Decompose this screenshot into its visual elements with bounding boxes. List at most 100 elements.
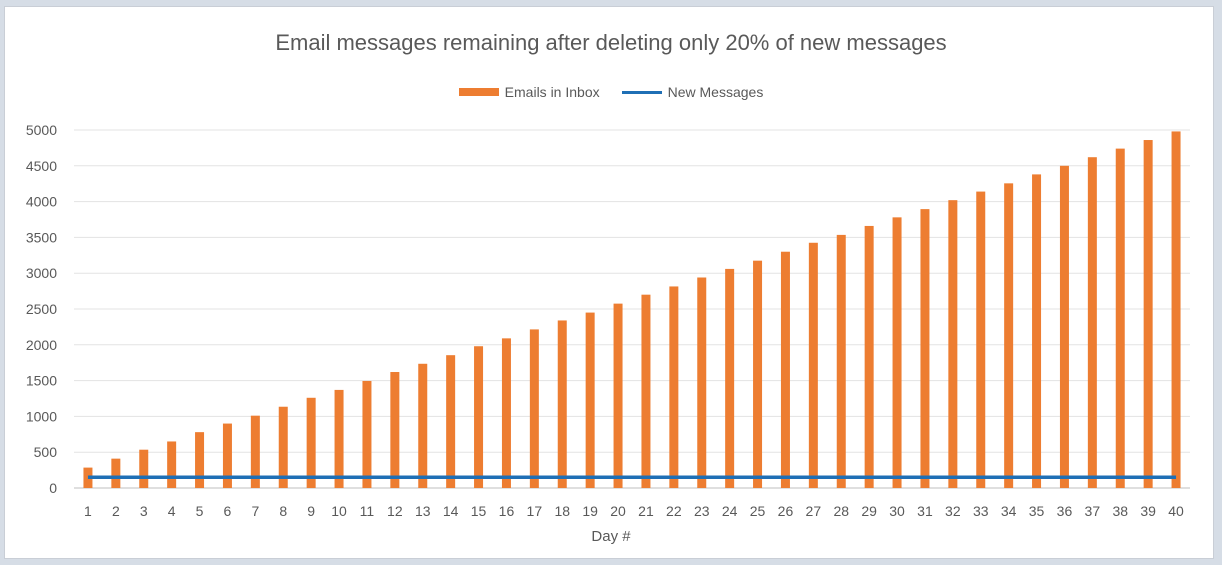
- bar-emails-in-inbox: [195, 432, 205, 488]
- legend-swatch-new-messages: [621, 90, 662, 94]
- x-tick-label: 13: [415, 503, 431, 519]
- x-tick-label: 29: [861, 503, 877, 519]
- bar-emails-in-inbox: [1171, 131, 1181, 488]
- x-tick-label: 20: [610, 503, 626, 519]
- chart-legend: Emails in Inbox New Messages: [0, 82, 1222, 102]
- bar-emails-in-inbox: [808, 242, 818, 488]
- bar-emails-in-inbox: [780, 251, 790, 488]
- x-axis-label: Day #: [591, 528, 631, 545]
- x-tick-label: 15: [471, 503, 487, 519]
- y-tick-label: 1500: [26, 373, 57, 389]
- bar-emails-in-inbox: [139, 449, 149, 488]
- x-tick-label: 4: [168, 503, 176, 519]
- bar-emails-in-inbox: [250, 415, 260, 488]
- x-tick-label: 21: [638, 503, 654, 519]
- x-tick-label: 2: [112, 503, 120, 519]
- bar-emails-in-inbox: [585, 312, 595, 488]
- x-tick-label: 31: [917, 503, 933, 519]
- bar-emails-in-inbox: [864, 225, 874, 488]
- x-tick-label: 37: [1085, 503, 1101, 519]
- bar-emails-in-inbox: [697, 277, 707, 488]
- bar-emails-in-inbox: [362, 380, 372, 488]
- x-tick-label: 12: [387, 503, 403, 519]
- x-tick-label: 16: [499, 503, 515, 519]
- bar-emails-in-inbox: [278, 406, 288, 488]
- x-tick-label: 35: [1029, 503, 1045, 519]
- bar-emails-in-inbox: [446, 355, 456, 488]
- x-tick-label: 22: [666, 503, 682, 519]
- bar-emails-in-inbox: [1087, 157, 1097, 488]
- bar-emails-in-inbox: [222, 423, 232, 488]
- x-tick-label: 26: [778, 503, 794, 519]
- bar-emails-in-inbox: [753, 260, 763, 488]
- bar-emails-in-inbox: [669, 286, 679, 488]
- x-tick-label: 32: [945, 503, 961, 519]
- x-tick-label: 6: [224, 503, 232, 519]
- x-tick-label: 14: [443, 503, 459, 519]
- bar-emails-in-inbox: [948, 200, 958, 488]
- bar-emails-in-inbox: [111, 458, 121, 488]
- bar-emails-in-inbox: [641, 294, 651, 488]
- x-tick-label: 34: [1001, 503, 1017, 519]
- legend-item-new-messages: New Messages: [621, 84, 764, 100]
- x-tick-label: 24: [722, 503, 738, 519]
- bar-emails-in-inbox: [418, 363, 428, 488]
- x-tick-label: 40: [1168, 503, 1184, 519]
- bar-emails-in-inbox: [976, 191, 986, 489]
- legend-label-new-messages: New Messages: [667, 84, 764, 100]
- bar-emails-in-inbox: [892, 217, 902, 489]
- bar-emails-in-inbox: [1115, 148, 1125, 488]
- bar-emails-in-inbox: [613, 303, 623, 488]
- y-tick-label: 2500: [26, 301, 57, 317]
- y-tick-label: 4500: [26, 158, 57, 174]
- legend-item-emails-in-inbox: Emails in Inbox: [458, 84, 600, 100]
- bar-emails-in-inbox: [334, 389, 344, 488]
- y-tick-label: 1000: [26, 408, 57, 424]
- x-tick-label: 19: [582, 503, 598, 519]
- x-tick-label: 11: [360, 503, 375, 519]
- bar-emails-in-inbox: [501, 338, 511, 488]
- y-tick-label: 0: [49, 480, 57, 496]
- bar-emails-in-inbox: [167, 441, 177, 488]
- legend-label-emails-in-inbox: Emails in Inbox: [504, 84, 600, 100]
- x-tick-label: 38: [1112, 503, 1128, 519]
- x-tick-label: 5: [196, 503, 204, 519]
- bar-emails-in-inbox: [1004, 183, 1014, 489]
- bar-emails-in-inbox: [1059, 165, 1069, 489]
- x-tick-label: 1: [84, 503, 92, 519]
- bar-emails-in-inbox: [920, 209, 930, 489]
- bar-emails-in-inbox: [557, 320, 567, 488]
- bar-emails-in-inbox: [529, 329, 539, 488]
- x-tick-label: 27: [806, 503, 822, 519]
- y-tick-label: 5000: [26, 122, 57, 138]
- x-tick-label: 36: [1057, 503, 1073, 519]
- y-tick-label: 4000: [26, 194, 57, 210]
- x-tick-label: 7: [251, 503, 259, 519]
- bar-emails-in-inbox: [474, 346, 484, 488]
- x-tick-label: 8: [279, 503, 287, 519]
- x-tick-label: 18: [554, 503, 570, 519]
- bar-emails-in-inbox: [1032, 174, 1042, 488]
- bar-emails-in-inbox: [306, 397, 316, 488]
- y-tick-label: 3000: [26, 265, 57, 281]
- y-tick-label: 3500: [26, 229, 57, 245]
- x-tick-label: 3: [140, 503, 148, 519]
- x-tick-label: 33: [973, 503, 989, 519]
- x-tick-label: 17: [527, 503, 543, 519]
- bar-emails-in-inbox: [1143, 140, 1153, 489]
- bar-emails-in-inbox: [836, 234, 846, 488]
- y-tick-label: 2000: [26, 337, 57, 353]
- chart-title: Email messages remaining after deleting …: [275, 30, 947, 55]
- x-tick-label: 10: [331, 503, 347, 519]
- bar-emails-in-inbox: [725, 268, 735, 488]
- x-tick-label: 30: [889, 503, 905, 519]
- y-tick-label: 500: [34, 444, 58, 460]
- x-tick-label: 28: [833, 503, 849, 519]
- x-tick-label: 9: [307, 503, 315, 519]
- legend-swatch-emails-in-inbox: [458, 88, 499, 96]
- bar-emails-in-inbox: [390, 372, 400, 488]
- x-tick-label: 39: [1140, 503, 1156, 519]
- x-tick-label: 25: [750, 503, 766, 519]
- x-tick-label: 23: [694, 503, 710, 519]
